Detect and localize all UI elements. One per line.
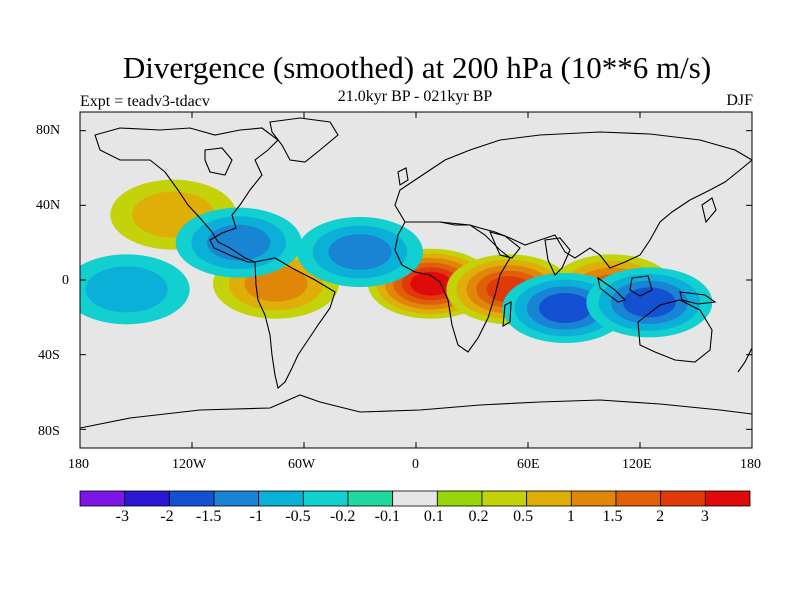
contour-level [410,271,452,296]
season-label: DJF [726,92,753,109]
coastline-south-america [254,257,336,390]
coastlines [80,117,752,429]
lon-label: 60E [517,457,540,472]
coastline-hudson-bay [204,147,233,176]
divergence-map [80,112,752,448]
colorbar-swatch [570,490,617,507]
plot-title: Divergence (smoothed) at 200 hPa (10**6 … [122,50,712,85]
colorbar-swatch [258,490,304,507]
lon-label: 120W [172,457,207,472]
contour-level [207,224,271,261]
lon-label: 60W [288,457,316,472]
contour-fill-layer [80,179,713,343]
period-label: 21.0kyr BP - 021kyr BP [337,88,493,105]
coastline-north-america [94,127,279,263]
colorbar-label: 0.1 [423,508,444,525]
lat-label: 0 [62,273,69,288]
colorbar-swatch [168,490,215,507]
colorbar-swatch [347,490,394,507]
colorbar-label: 3 [700,508,709,525]
lat-label: 40S [38,348,60,363]
coastline-greenland [269,117,339,163]
colorbar-swatch [481,490,528,507]
coastline-britain [397,167,409,186]
coastline-madagascar [502,301,512,328]
coastline-borneo [629,275,653,297]
coastline-antarctica [80,394,752,429]
lon-label: 180 [68,457,89,472]
axis-ticks [79,112,753,448]
coastline-japan [701,197,717,224]
contour-level [623,287,676,318]
colorbar-label: 2 [656,508,665,525]
colorbar-label: -1.5 [196,508,222,525]
colorbar-label: 1.5 [602,508,623,525]
colorbar-label: -1 [249,508,263,525]
colorbar-label: 0.5 [513,508,534,525]
coastline-arabia [489,231,521,259]
colorbar-label: -3 [115,508,129,525]
colorbar-swatch [704,490,751,507]
lat-label: 40N [36,198,61,213]
colorbar-label: -0.1 [374,508,400,525]
colorbar-swatch [526,490,572,507]
colorbar [79,490,751,507]
experiment-label: Expt = teadv3-tdacv [80,93,210,110]
colorbar-swatch [615,490,662,507]
colorbar-label: 1 [566,508,575,525]
colorbar-swatch [392,490,438,507]
colorbar-label: 0.2 [468,508,489,525]
coastline-new-guinea [679,291,717,305]
coastline-sumatra [597,276,627,303]
coastline-new-zealand [737,347,752,373]
contour-level [85,266,168,313]
colorbar-label: -0.5 [285,508,311,525]
colorbar-swatch [660,490,706,507]
contour-level [539,293,592,323]
contour-level [328,234,392,270]
colorbar-label: -2 [160,508,174,525]
coastline-eurasia [394,131,752,269]
lon-label: 180 [740,457,761,472]
colorbar-label: -0.2 [330,508,356,525]
colorbar-swatch [213,490,260,507]
lat-label: 80S [38,424,60,439]
coastline-africa [394,221,511,353]
coastline-india [544,237,571,276]
lon-label: 0 [412,457,419,472]
colorbar-swatch [79,490,126,507]
lon-label: 120E [622,457,652,472]
colorbar-swatch [302,490,349,507]
colorbar-swatch [436,490,483,507]
lat-label: 80N [36,123,61,138]
colorbar-swatch [124,490,170,507]
coastline-australia [637,299,713,363]
